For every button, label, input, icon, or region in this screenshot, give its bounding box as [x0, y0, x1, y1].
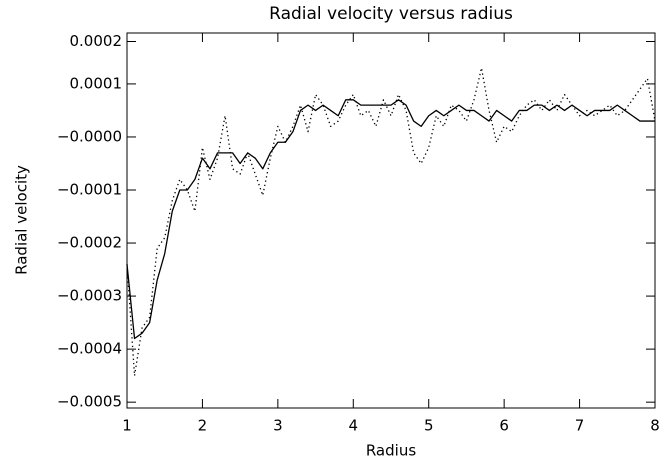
y-tick-label: −0.0001 [57, 181, 122, 199]
y-tick-label: −0.0000 [57, 127, 122, 145]
data-line [126, 67, 656, 377]
y-tick-label: −0.0002 [57, 234, 122, 252]
x-tick-label: 3 [273, 417, 283, 435]
x-axis-label: Radius [366, 442, 416, 460]
chart-title: Radial velocity versus radius [269, 4, 513, 24]
x-tick-label: 5 [424, 417, 434, 435]
y-tick-label: 0.0001 [70, 74, 123, 92]
y-tick-label: −0.0003 [57, 287, 122, 305]
y-tick-label: 0.0002 [70, 32, 123, 50]
x-tick-label: 1 [122, 417, 132, 435]
plot-frame [126, 32, 656, 409]
data-line [126, 99, 655, 340]
x-tick-label: 2 [198, 417, 208, 435]
x-tick-label: 8 [650, 417, 660, 435]
y-tick-label: −0.0004 [57, 340, 122, 358]
x-tick-label: 6 [499, 417, 509, 435]
y-tick-label: −0.0005 [57, 393, 122, 411]
y-axis-label: Radial velocity [13, 165, 31, 275]
x-tick-label: 4 [349, 417, 359, 435]
x-tick-label: 7 [575, 417, 585, 435]
